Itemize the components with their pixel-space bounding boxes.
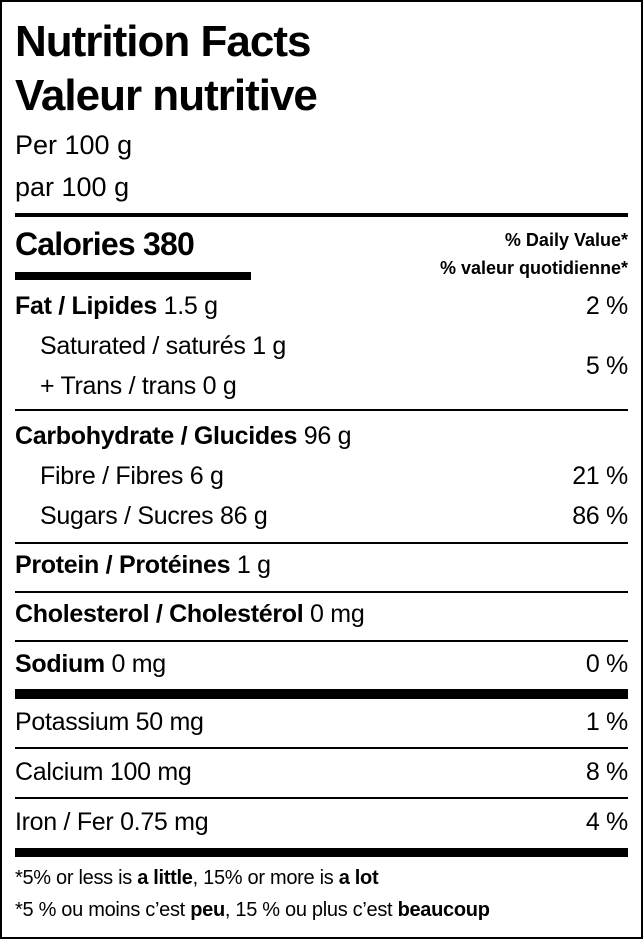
title-fr: Valeur nutritive [15,71,318,120]
divider [15,542,628,544]
row-potassium: Potassium 50 mg [15,708,204,736]
footnote-fr: *5 % ou moins c’est peu, 15 % ou plus c’… [15,899,490,921]
serving-en: Per 100 g [15,130,133,160]
dv-sodium: 0 % [585,650,628,678]
thick-divider [15,848,628,857]
row-sodium: Sodium 0 mg [15,650,166,678]
dv-fibre: 21 % [572,462,628,490]
row-fat: Fat / Lipides 1.5 g [15,292,218,320]
row-sugars: Sugars / Sucres 86 g [40,502,268,530]
row-cholesterol: Cholesterol / Cholestérol 0 mg [15,600,365,628]
dv-fat: 2 % [585,292,628,320]
divider [15,409,628,411]
serving-fr: par 100 g [15,172,130,202]
thick-divider [15,689,628,699]
row-saturated: Saturated / saturés 1 g [40,332,287,360]
row-iron: Iron / Fer 0.75 mg [15,808,209,836]
row-calcium: Calcium 100 mg [15,758,192,786]
dv-header-en: % Daily Value* [504,230,628,250]
dv-calcium: 8 % [585,758,628,786]
divider [15,640,628,642]
dv-sat-trans: 5 % [585,352,628,380]
dv-potassium: 1 % [585,708,628,736]
divider [15,213,628,217]
divider [15,747,628,749]
calories-bar [15,272,251,280]
row-trans: + Trans / trans 0 g [40,372,237,400]
dv-iron: 4 % [585,808,628,836]
divider [15,591,628,593]
calories: Calories 380 [15,226,195,262]
dv-header-fr: % valeur quotidienne* [439,258,628,278]
divider [15,797,628,799]
dv-sugars: 86 % [572,502,628,530]
footnote-en: *5% or less is a little, 15% or more is … [15,867,379,889]
row-carb: Carbohydrate / Glucides 96 g [15,422,352,450]
row-protein: Protein / Protéines 1 g [15,551,271,579]
row-fibre: Fibre / Fibres 6 g [40,462,224,490]
title-en: Nutrition Facts [15,17,311,66]
